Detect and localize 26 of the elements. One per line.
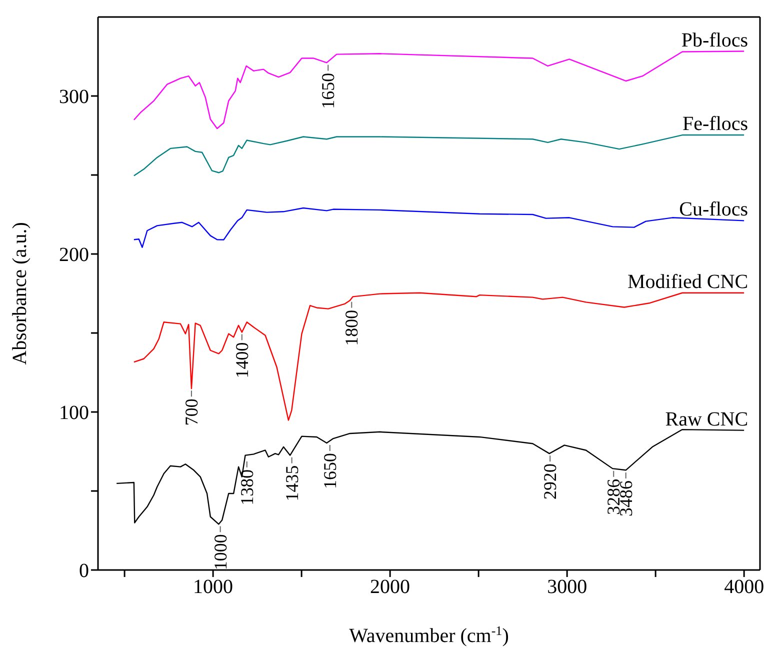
annotation: 1650 (318, 72, 338, 109)
annotation: 1800 (342, 310, 362, 346)
series-label: Fe-flocs (682, 113, 748, 136)
annotation: 700 (181, 398, 202, 426)
x-axis-title: Wavenumber (cm$^{-1}$) (349, 622, 509, 647)
annotation: 1650 (320, 452, 340, 489)
annotation: 1000 (210, 534, 230, 570)
line-series (116, 428, 745, 525)
series-label: Raw CNC (665, 408, 748, 430)
y-axis-title: Absorbance (a.u.) (9, 222, 31, 365)
line-series (133, 134, 745, 176)
series-label: Modified CNC (628, 270, 748, 293)
annotation: 1435 (282, 465, 302, 502)
y-tick-label: 200 (59, 244, 89, 266)
y-tick-label: 0 (79, 560, 89, 582)
series-label: Pb-flocs (681, 29, 748, 52)
annotation: 1380 (236, 469, 257, 506)
series-label: Cu-flocs (679, 198, 748, 221)
y-tick-label: 100 (59, 402, 89, 424)
x-tick-label: 2000 (370, 576, 410, 598)
x-tick-label: 1000 (193, 576, 234, 598)
annotation: 1400 (232, 342, 252, 378)
y-tick-label: 300 (59, 86, 89, 108)
x-tick-label: 4000 (724, 576, 764, 598)
annotation: 2920 (540, 464, 560, 500)
x-tick-label: 3000 (547, 576, 588, 598)
